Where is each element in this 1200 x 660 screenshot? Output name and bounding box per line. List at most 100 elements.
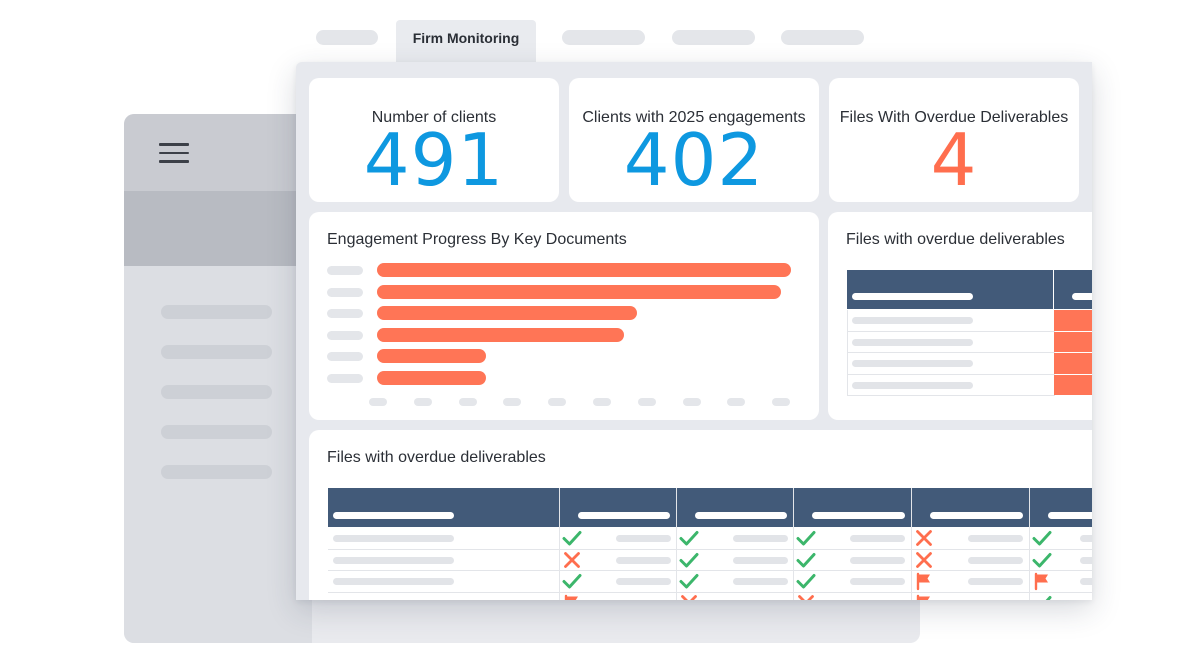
cell-text <box>733 556 788 564</box>
sidebar-item[interactable] <box>161 305 272 319</box>
cell-text <box>1080 599 1092 600</box>
cell-text <box>333 535 454 542</box>
tab-firm-monitoring[interactable]: Firm Monitoring <box>396 20 536 64</box>
column-divider <box>911 488 912 600</box>
header-label <box>578 512 670 519</box>
status-cell <box>1054 331 1092 352</box>
kpi-card-engagements[interactable]: Clients with 2025 engagements 402 <box>569 78 819 202</box>
tab-placeholder-4[interactable] <box>781 30 864 45</box>
table-row[interactable] <box>328 550 1092 571</box>
cell-text <box>968 578 1023 585</box>
engagement-progress-chart-card: Engagement Progress By Key Documents <box>309 212 819 420</box>
cell-text <box>850 578 905 585</box>
cell-text <box>733 599 788 600</box>
menu-icon[interactable] <box>159 143 189 163</box>
cross-icon <box>914 528 934 548</box>
check-icon <box>796 528 816 548</box>
card-title: Files with overdue deliverables <box>327 449 546 466</box>
cell-text <box>733 578 788 585</box>
cell-text <box>733 535 788 542</box>
cell-text <box>616 535 671 542</box>
category-label <box>327 287 363 297</box>
bar[interactable] <box>377 327 625 342</box>
cross-icon <box>796 593 816 600</box>
table-row[interactable] <box>328 593 1092 601</box>
table-header-cell[interactable] <box>1030 488 1092 527</box>
kpi-card-clients[interactable]: Number of clients 491 <box>309 78 559 202</box>
sidebar-item[interactable] <box>161 465 272 479</box>
table-row[interactable] <box>328 528 1092 550</box>
check-icon <box>796 571 816 591</box>
tab-placeholder-1[interactable] <box>316 30 378 45</box>
cell-text <box>968 599 1023 600</box>
category-label <box>327 352 363 362</box>
cell-text <box>850 535 905 542</box>
cell-text <box>1080 578 1092 585</box>
bar[interactable] <box>377 306 637 321</box>
cell-text <box>616 578 671 585</box>
tab-placeholder-3[interactable] <box>672 30 755 45</box>
table-row[interactable] <box>328 571 1092 593</box>
kpi-value: 491 <box>363 118 505 202</box>
check-icon <box>562 571 582 591</box>
column-divider <box>1029 488 1030 600</box>
cell-text <box>968 556 1023 564</box>
sidebar-item[interactable] <box>161 425 272 439</box>
tab-placeholder-2[interactable] <box>562 30 645 45</box>
x-tick-label <box>637 398 656 406</box>
x-tick-label <box>548 398 567 406</box>
cell-text <box>852 360 973 367</box>
cell-text <box>852 317 973 324</box>
x-tick-label <box>503 398 522 406</box>
kpi-label: Clients with 2025 engagements <box>582 109 806 126</box>
cell-text <box>852 338 973 346</box>
column-divider <box>676 488 677 600</box>
x-tick-label <box>593 398 611 406</box>
bar[interactable] <box>377 284 781 299</box>
check-icon <box>679 571 699 591</box>
table-header <box>847 270 1053 309</box>
kpi-value: 4 <box>930 118 978 202</box>
category-label <box>327 374 363 383</box>
header-label <box>812 512 905 519</box>
column-divider <box>793 488 794 600</box>
cell-text <box>850 599 905 600</box>
table-header-cell[interactable] <box>912 488 1029 527</box>
header-label <box>852 293 973 300</box>
status-cell <box>1054 374 1092 395</box>
x-tick-label <box>772 398 791 406</box>
cell-text <box>850 556 905 564</box>
overdue-summary-card: Files with overdue deliverables <box>828 212 1092 420</box>
check-icon <box>1032 528 1052 548</box>
kpi-value: 402 <box>623 118 765 202</box>
header-label <box>930 512 1023 519</box>
status-cell <box>1054 353 1092 374</box>
category-label <box>327 309 363 319</box>
cell-text <box>1080 556 1092 564</box>
cross-icon <box>914 550 934 570</box>
check-icon <box>1032 550 1052 570</box>
sidebar-item[interactable] <box>161 345 272 359</box>
bar[interactable] <box>377 371 486 385</box>
check-icon <box>679 528 699 548</box>
x-tick-label <box>369 398 387 406</box>
sidebar-item[interactable] <box>161 385 272 399</box>
kpi-card-overdue[interactable]: Files With Overdue Deliverables 4 <box>829 78 1079 202</box>
x-tick-label <box>727 398 746 406</box>
header-label <box>1072 293 1092 300</box>
overdue-deliverables-table-card: Files with overdue deliverables <box>309 430 1092 600</box>
table-header-cell[interactable] <box>560 488 676 527</box>
bar[interactable] <box>377 263 791 277</box>
check-icon <box>679 550 699 570</box>
cross-icon <box>679 593 699 600</box>
table-header-cell[interactable] <box>328 488 559 527</box>
x-tick-label <box>458 398 477 406</box>
check-icon <box>796 550 816 570</box>
cell-text <box>616 556 671 564</box>
table-header-cell[interactable] <box>794 488 911 527</box>
header-label <box>695 512 787 519</box>
chart-title: Engagement Progress By Key Documents <box>327 231 627 248</box>
cell-text <box>968 535 1023 542</box>
bar[interactable] <box>377 349 486 364</box>
table-header-cell[interactable] <box>677 488 793 527</box>
